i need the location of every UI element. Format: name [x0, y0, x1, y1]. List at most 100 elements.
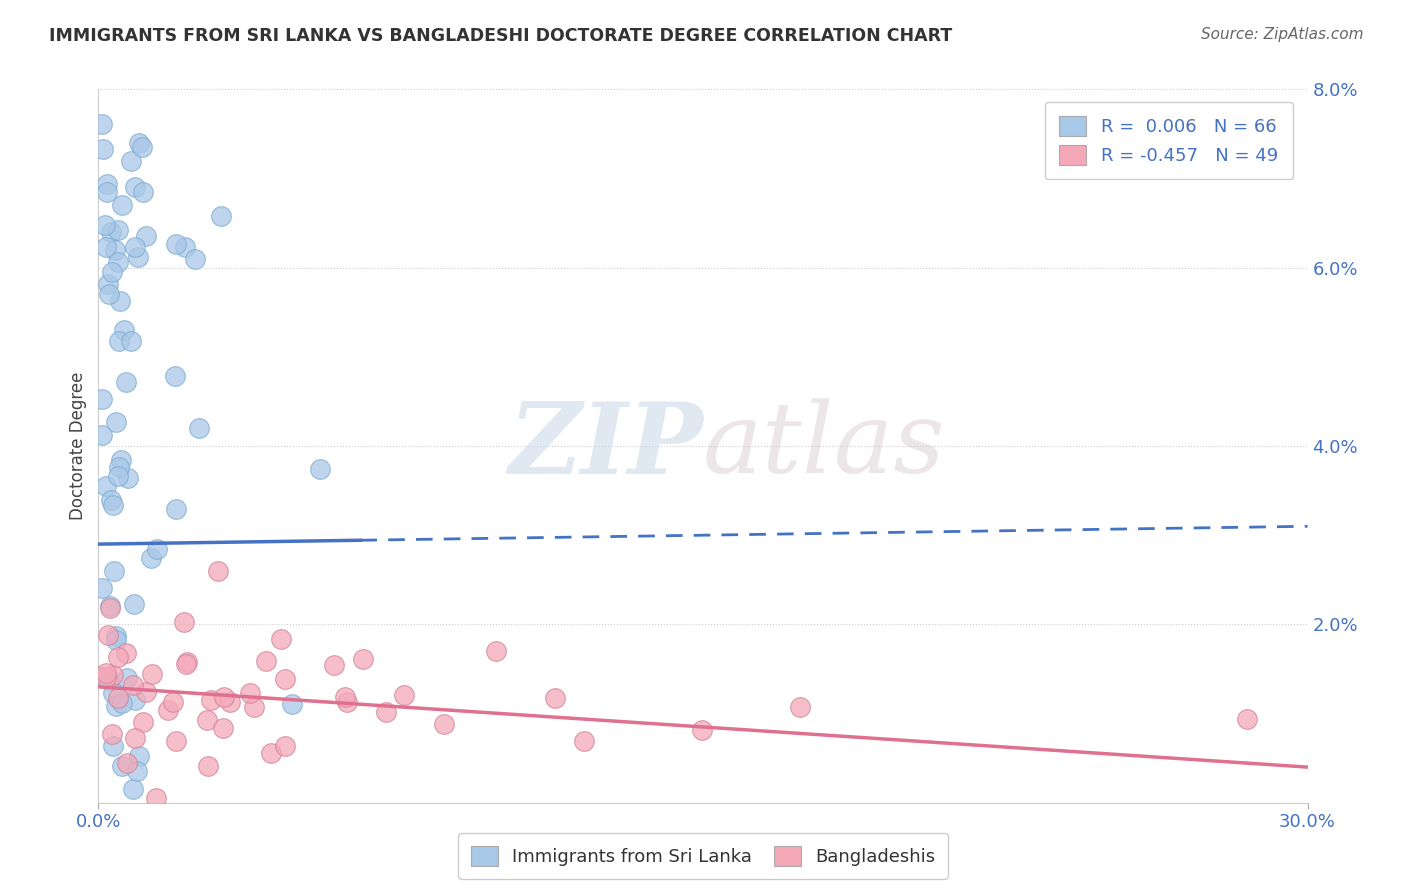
Point — [260, 747, 283, 761]
Text: Source: ZipAtlas.com: Source: ZipAtlas.com — [1201, 27, 1364, 42]
Point — [107, 223, 129, 237]
Point — [104, 632, 127, 647]
Point — [184, 252, 207, 267]
Point — [176, 655, 198, 669]
Point — [111, 198, 134, 212]
Point — [165, 502, 187, 516]
Point — [214, 690, 236, 704]
Point — [94, 239, 117, 253]
Point — [139, 550, 162, 565]
Point — [1236, 712, 1258, 726]
Text: atlas: atlas — [703, 399, 946, 493]
Point — [572, 734, 595, 748]
Point — [91, 142, 114, 156]
Point — [98, 599, 121, 613]
Point — [200, 693, 222, 707]
Point — [163, 369, 186, 384]
Point — [107, 468, 129, 483]
Point — [96, 185, 118, 199]
Point — [108, 294, 131, 309]
Point — [115, 756, 138, 771]
Point — [207, 565, 229, 579]
Point — [274, 672, 297, 686]
Point — [103, 498, 125, 512]
Point — [94, 665, 117, 680]
Point — [91, 670, 114, 684]
Point — [333, 690, 356, 704]
Point — [117, 671, 139, 685]
Point — [485, 644, 508, 658]
Point — [128, 136, 150, 150]
Point — [187, 421, 209, 435]
Point — [270, 632, 292, 646]
Point — [98, 601, 121, 615]
Point — [101, 264, 124, 278]
Point — [141, 666, 163, 681]
Point — [132, 186, 155, 200]
Point — [165, 733, 187, 747]
Point — [103, 243, 125, 257]
Text: ZIP: ZIP — [508, 398, 703, 494]
Legend: Immigrants from Sri Lanka, Bangladeshis: Immigrants from Sri Lanka, Bangladeshis — [458, 833, 948, 879]
Point — [254, 654, 277, 668]
Point — [124, 693, 146, 707]
Point — [122, 781, 145, 796]
Point — [96, 479, 118, 493]
Point — [97, 286, 120, 301]
Point — [111, 696, 134, 710]
Point — [97, 277, 120, 292]
Point — [173, 615, 195, 629]
Point — [114, 375, 136, 389]
Point — [127, 250, 149, 264]
Point — [94, 670, 117, 684]
Point — [165, 237, 187, 252]
Point — [309, 462, 332, 476]
Point — [239, 686, 262, 700]
Point — [94, 218, 117, 232]
Point — [108, 334, 131, 349]
Point — [105, 698, 128, 713]
Point — [173, 240, 195, 254]
Point — [91, 581, 114, 595]
Point — [122, 597, 145, 611]
Point — [195, 713, 218, 727]
Point — [100, 493, 122, 508]
Point — [125, 764, 148, 778]
Point — [145, 791, 167, 805]
Point — [394, 688, 416, 702]
Point — [135, 685, 157, 699]
Point — [219, 695, 242, 709]
Point — [120, 334, 142, 348]
Point — [162, 695, 184, 709]
Point — [117, 470, 139, 484]
Point — [211, 209, 233, 223]
Point — [107, 691, 129, 706]
Point — [107, 254, 129, 268]
Legend: R =  0.006   N = 66, R = -0.457   N = 49: R = 0.006 N = 66, R = -0.457 N = 49 — [1045, 102, 1292, 179]
Point — [107, 649, 129, 664]
Point — [336, 695, 359, 709]
Point — [107, 460, 129, 475]
Point — [135, 228, 157, 243]
Point — [103, 564, 125, 578]
Point — [103, 686, 125, 700]
Point — [128, 748, 150, 763]
Point — [112, 323, 135, 337]
Point — [174, 657, 197, 671]
Point — [242, 699, 264, 714]
Point — [115, 646, 138, 660]
Text: IMMIGRANTS FROM SRI LANKA VS BANGLADESHI DOCTORATE DEGREE CORRELATION CHART: IMMIGRANTS FROM SRI LANKA VS BANGLADESHI… — [49, 27, 952, 45]
Point — [91, 428, 114, 442]
Point — [212, 721, 235, 735]
Point — [197, 759, 219, 773]
Point — [121, 678, 143, 692]
Point — [124, 731, 146, 745]
Point — [105, 629, 128, 643]
Point — [544, 691, 567, 706]
Point — [281, 697, 304, 711]
Point — [375, 705, 398, 719]
Point — [156, 703, 179, 717]
Point — [120, 153, 142, 168]
Y-axis label: Doctorate Degree: Doctorate Degree — [69, 372, 87, 520]
Point — [131, 714, 153, 729]
